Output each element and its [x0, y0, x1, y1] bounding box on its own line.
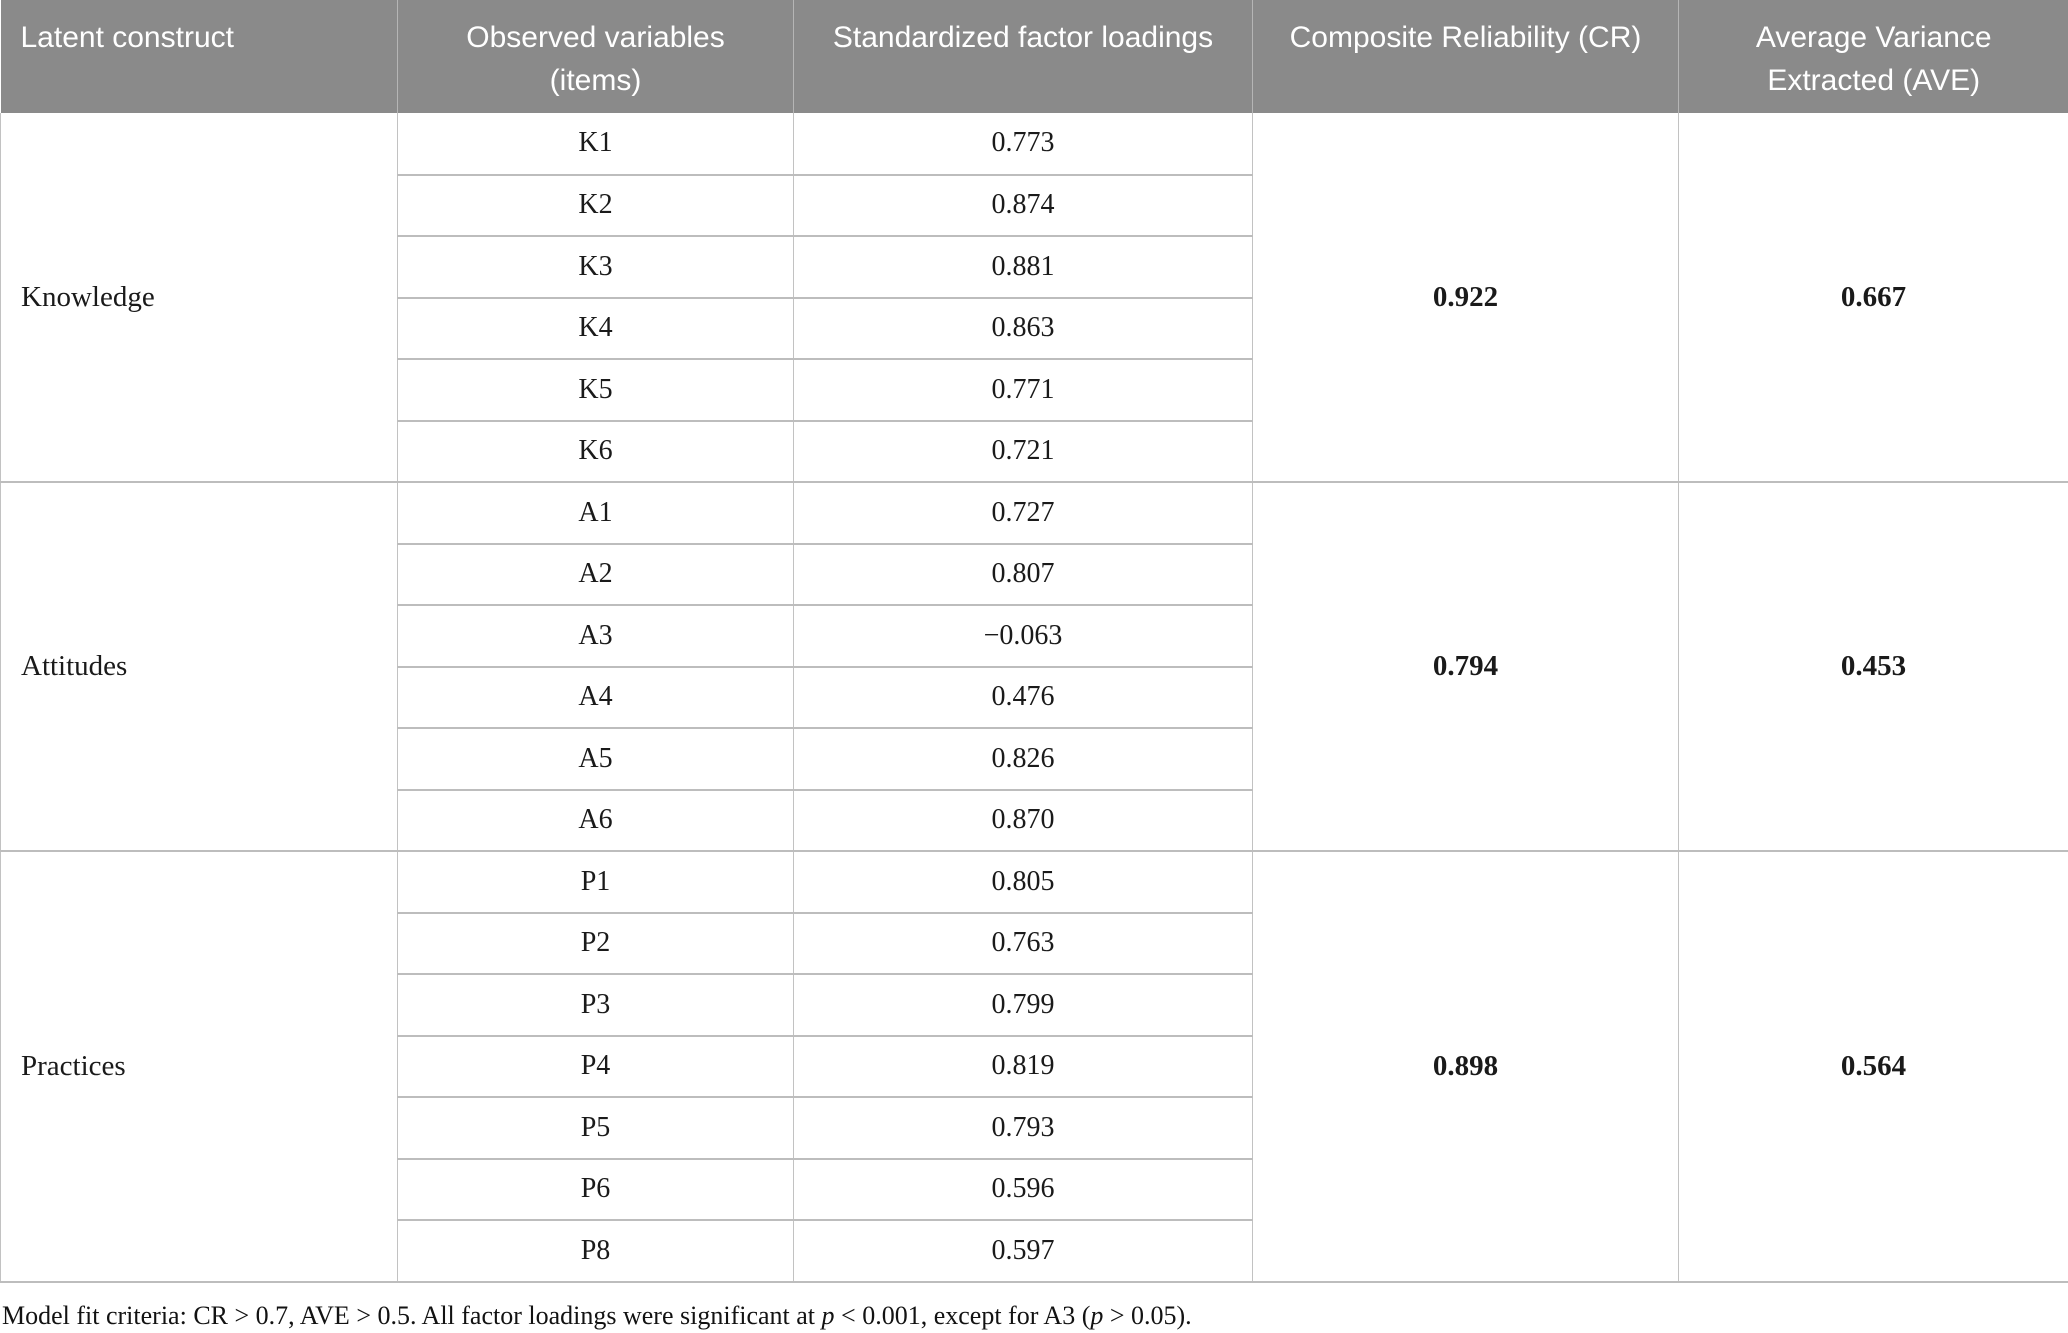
table-row: P3 0.799 — [1, 974, 2068, 1037]
table-row: A5 0.826 — [1, 728, 2068, 791]
item-cell: K5 — [397, 359, 794, 422]
loading-cell: 0.597 — [793, 1220, 1253, 1283]
item-cell: P1 — [397, 851, 794, 914]
footnote-p-italic: p — [1090, 1300, 1104, 1330]
item-cell: P3 — [397, 974, 794, 1037]
item-cell: A2 — [397, 543, 794, 606]
table-row: K5 0.771 — [1, 359, 2068, 422]
table-row: Attitudes A1 0.727 0.794 0.453 — [0, 482, 2068, 852]
table-row: Knowledge K1 0.773 0.922 0.667 — [0, 113, 2068, 483]
loading-cell: 0.807 — [793, 543, 1253, 606]
loading-cell: 0.805 — [793, 851, 1253, 914]
table-row: K2 0.874 — [1, 174, 2068, 237]
footnote-text: Model fit criteria: CR > 0.7, AVE > 0.5.… — [2, 1300, 822, 1330]
table-row: Practices P1 0.805 0.898 0.564 — [0, 851, 2068, 1283]
loading-cell: 0.793 — [793, 1097, 1253, 1160]
cr-cell-knowledge: 0.922 — [1252, 113, 1679, 483]
item-cell: K2 — [397, 174, 794, 237]
table-row: K3 0.881 — [1, 236, 2068, 299]
item-cell: A5 — [397, 728, 794, 791]
construct-cell-attitudes: Attitudes — [0, 482, 398, 852]
ave-cell-knowledge: 0.667 — [1678, 113, 2068, 483]
loading-cell: 0.763 — [793, 912, 1253, 975]
loading-cell: 0.863 — [793, 297, 1253, 360]
loading-cell: 0.826 — [793, 728, 1253, 791]
item-cell: K4 — [397, 297, 794, 360]
item-cell: A3 — [397, 605, 794, 668]
item-cell: P8 — [397, 1220, 794, 1283]
item-cell: A4 — [397, 666, 794, 729]
item-cell: P2 — [397, 912, 794, 975]
table-row: P6 0.596 — [1, 1158, 2068, 1221]
construct-cell-knowledge: Knowledge — [0, 113, 398, 483]
header-factor-loadings: Standardized factor loadings — [793, 0, 1253, 113]
table-row: K4 0.863 — [1, 297, 2068, 360]
item-cell: K3 — [397, 236, 794, 299]
table-row: P5 0.793 — [1, 1097, 2068, 1160]
table-row: A2 0.807 — [1, 543, 2068, 606]
loading-cell: 0.773 — [793, 113, 1253, 176]
header-composite-reliability: Composite Reliability (CR) — [1252, 0, 1679, 113]
header-row: Latent construct Observed variables (ite… — [0, 0, 2068, 113]
footnote-p-italic: p — [821, 1300, 835, 1330]
table-row: P2 0.763 — [1, 912, 2068, 975]
ave-cell-attitudes: 0.453 — [1678, 482, 2068, 852]
ave-cell-practices: 0.564 — [1678, 851, 2068, 1283]
loading-cell: 0.881 — [793, 236, 1253, 299]
table-row: A3 −0.063 — [1, 605, 2068, 668]
cr-cell-attitudes: 0.794 — [1252, 482, 1679, 852]
item-cell: A6 — [397, 789, 794, 852]
cfa-results-table: Latent construct Observed variables (ite… — [0, 0, 2068, 1283]
header-observed-variables: Observed variables (items) — [397, 0, 794, 113]
footnote-text: > 0.05). — [1103, 1300, 1192, 1330]
table-row: K6 0.721 — [1, 420, 2068, 483]
loading-cell: 0.874 — [793, 174, 1253, 237]
footnote-text: < 0.001, except for A3 ( — [834, 1300, 1091, 1330]
item-cell: P6 — [397, 1158, 794, 1221]
loading-cell: 0.870 — [793, 789, 1253, 852]
item-cell: P5 — [397, 1097, 794, 1160]
loading-cell: 0.476 — [793, 666, 1253, 729]
footnote: Model fit criteria: CR > 0.7, AVE > 0.5.… — [2, 1299, 2068, 1333]
header-average-variance-extracted: Average Variance Extracted (AVE) — [1678, 0, 2068, 113]
header-latent-construct: Latent construct — [0, 0, 398, 113]
cr-cell-practices: 0.898 — [1252, 851, 1679, 1283]
construct-cell-practices: Practices — [0, 851, 398, 1283]
loading-cell: 0.771 — [793, 359, 1253, 422]
item-cell: K1 — [397, 113, 794, 176]
loading-cell: 0.799 — [793, 974, 1253, 1037]
loading-cell: 0.721 — [793, 420, 1253, 483]
table-row: P4 0.819 — [1, 1035, 2068, 1098]
table-row: A6 0.870 — [1, 789, 2068, 852]
loading-cell: 0.727 — [793, 482, 1253, 545]
item-cell: A1 — [397, 482, 794, 545]
item-cell: P4 — [397, 1035, 794, 1098]
loading-cell: −0.063 — [793, 605, 1253, 668]
table-row: A4 0.476 — [1, 666, 2068, 729]
table-row: P8 0.597 — [1, 1220, 2068, 1283]
item-cell: K6 — [397, 420, 794, 483]
loading-cell: 0.596 — [793, 1158, 1253, 1221]
loading-cell: 0.819 — [793, 1035, 1253, 1098]
